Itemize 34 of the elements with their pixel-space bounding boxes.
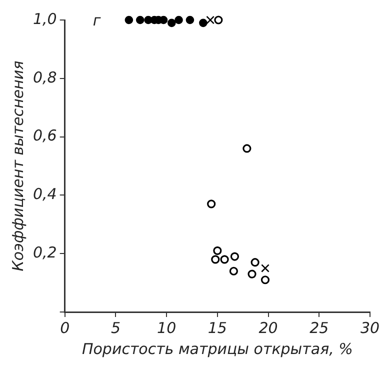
point bbox=[242, 144, 252, 153]
point bbox=[124, 16, 134, 24]
point bbox=[250, 258, 260, 267]
point bbox=[261, 264, 270, 272]
point bbox=[207, 200, 216, 208]
y-axis-title: Коэффициент вытеснения bbox=[8, 60, 27, 272]
x-tick-label: 30 bbox=[360, 318, 380, 337]
point bbox=[199, 18, 208, 28]
point bbox=[248, 270, 256, 278]
point bbox=[211, 255, 220, 264]
x-tick-label: 20 bbox=[258, 318, 278, 337]
y-tick-label: 0,4 bbox=[32, 185, 57, 204]
annotation: г bbox=[92, 11, 101, 30]
y-tick-label: 0,2 bbox=[32, 243, 57, 262]
point bbox=[213, 246, 222, 255]
point bbox=[260, 276, 270, 284]
y-tick-label: 0,8 bbox=[32, 68, 57, 86]
x-axis-title: Пористость матрицы открытая, % bbox=[82, 340, 353, 358]
point bbox=[214, 16, 223, 24]
point bbox=[174, 16, 183, 24]
point bbox=[206, 16, 214, 24]
x-tick-label: 25 bbox=[310, 318, 329, 337]
point bbox=[186, 16, 194, 24]
point bbox=[168, 18, 176, 28]
x-tick-label: 5 bbox=[110, 318, 120, 337]
y-tick-label: 1,0 bbox=[32, 10, 57, 28]
point bbox=[136, 16, 144, 24]
x-tick-label: 0 bbox=[60, 318, 70, 337]
point bbox=[220, 255, 229, 264]
point bbox=[230, 252, 240, 261]
y-tick-label: 0,6 bbox=[32, 126, 57, 145]
x-tick-label: 10 bbox=[157, 318, 176, 337]
point bbox=[229, 266, 238, 276]
x-tick-label: 15 bbox=[208, 318, 227, 337]
